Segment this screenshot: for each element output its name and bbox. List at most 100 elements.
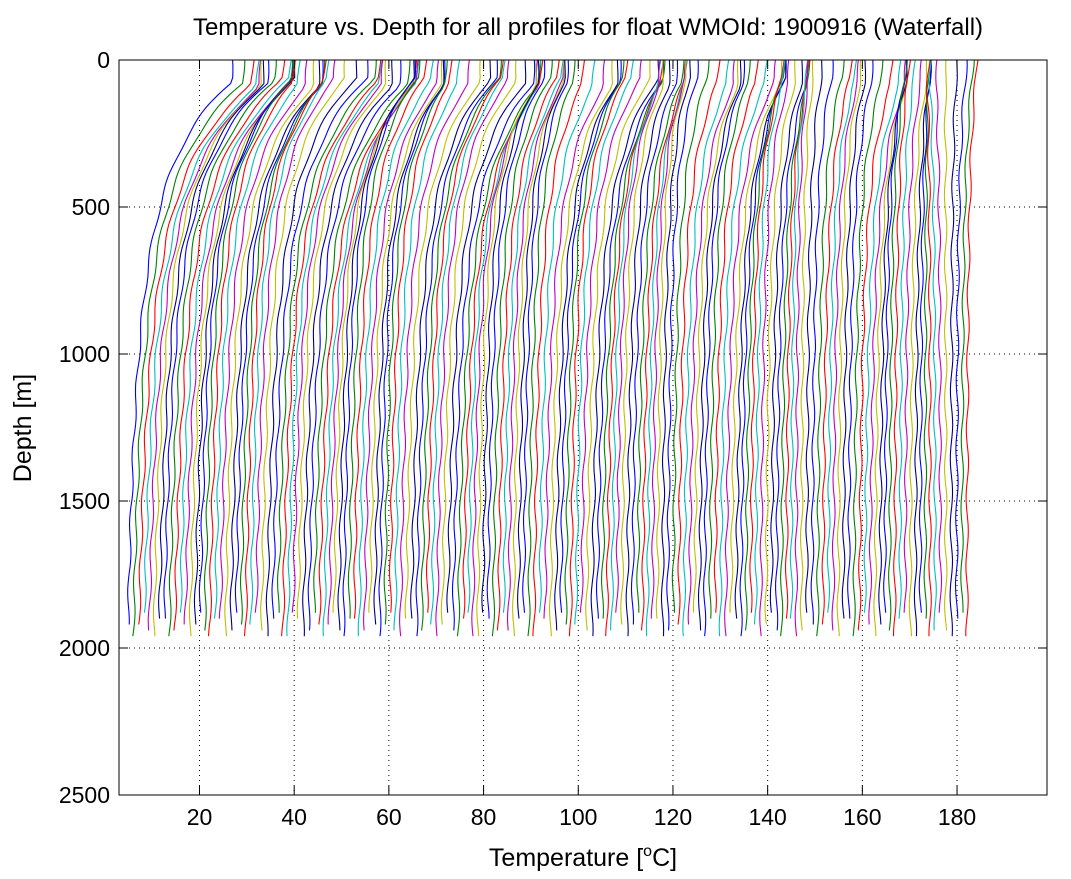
profile-line-152 — [908, 59, 928, 637]
y-tick-label-3: 1500 — [59, 488, 110, 514]
profile-line-67 — [471, 59, 539, 637]
profile-line-38 — [322, 59, 420, 637]
profile-line-162 — [960, 59, 975, 613]
profile-line-156 — [925, 59, 932, 637]
profile-line-79 — [532, 59, 586, 637]
profile-line-148 — [888, 59, 908, 631]
profile-line-62 — [446, 59, 527, 613]
profile-line-107 — [677, 59, 721, 625]
profile-line-111 — [697, 59, 742, 631]
profile-line-39 — [327, 59, 419, 625]
profile-line-104 — [660, 59, 691, 637]
profile-line-19 — [224, 59, 315, 637]
profile-line-151 — [903, 59, 922, 613]
profile-line-70 — [486, 59, 546, 619]
profile-line-52 — [393, 59, 461, 631]
profile-line-24 — [249, 59, 330, 625]
profile-line-85 — [564, 59, 625, 625]
profile-line-96 — [620, 59, 664, 625]
profile-line-60 — [435, 59, 510, 637]
profile-line-118 — [734, 59, 787, 619]
profile-line-3 — [143, 59, 260, 613]
profile-line-55 — [410, 59, 492, 619]
profile-line-66 — [467, 59, 542, 613]
profile-line-77 — [522, 59, 569, 613]
profile-line-102 — [650, 59, 687, 619]
profile-line-73 — [502, 59, 564, 613]
y-tick-label-1: 500 — [72, 194, 110, 220]
profile-line-4 — [147, 59, 262, 631]
profile-line-113 — [708, 59, 751, 619]
profile-line-115 — [718, 59, 768, 637]
profile-line-157 — [928, 59, 937, 631]
profile-line-6 — [158, 59, 265, 619]
profile-line-49 — [378, 59, 446, 637]
profile-line-68 — [476, 59, 538, 637]
profile-line-142 — [857, 59, 894, 631]
profile-line-124 — [764, 59, 796, 625]
profile-line-136 — [826, 59, 858, 613]
profile-line-82 — [548, 59, 613, 637]
profile-line-57 — [420, 59, 502, 631]
axis-ticks — [119, 59, 1047, 796]
profile-line-88 — [579, 59, 642, 613]
profile-line-21 — [234, 59, 324, 613]
profile-line-43 — [347, 59, 421, 619]
profile-line-106 — [671, 59, 710, 613]
x-axis-label-main: Temperature [ — [489, 844, 643, 872]
profile-line-31 — [286, 59, 383, 637]
profile-line-42 — [342, 59, 417, 637]
profile-line-135 — [821, 59, 853, 625]
profile-line-44 — [353, 59, 428, 619]
profile-line-65 — [462, 59, 544, 619]
profile-line-160 — [949, 59, 958, 637]
profile-line-74 — [506, 59, 565, 631]
profile-line-130 — [794, 59, 809, 637]
profile-line-1 — [132, 59, 246, 637]
x-tick-label-2: 60 — [376, 804, 402, 830]
profile-line-98 — [630, 59, 679, 625]
profile-line-120 — [744, 59, 786, 631]
profile-line-37 — [318, 59, 418, 625]
profile-line-61 — [440, 59, 517, 625]
profile-line-127 — [780, 59, 811, 637]
profile-line-143 — [863, 59, 902, 613]
profile-line-112 — [703, 59, 746, 637]
profile-line-34 — [302, 59, 393, 637]
profile-line-147 — [883, 59, 907, 613]
profile-line-40 — [332, 59, 416, 613]
x-axis-tick-labels: 20 40 60 80 100 120 140 160 180 — [187, 804, 977, 830]
x-tick-label-6: 140 — [748, 804, 786, 830]
chart-title: Temperature vs. Depth for all profiles f… — [193, 14, 983, 41]
profile-line-97 — [625, 59, 671, 637]
profile-line-35 — [307, 59, 402, 631]
y-tick-label-2: 1000 — [59, 341, 110, 367]
profile-line-0 — [127, 59, 234, 625]
profile-line-33 — [296, 59, 387, 619]
profile-line-9 — [173, 59, 286, 631]
profile-line-108 — [682, 59, 730, 637]
profile-line-2 — [138, 59, 255, 625]
profile-line-126 — [775, 59, 809, 631]
y-tick-label-0: 0 — [97, 47, 110, 73]
profile-line-121 — [749, 59, 785, 613]
profile-line-71 — [491, 59, 553, 637]
profile-line-91 — [595, 59, 665, 619]
x-tick-label-3: 80 — [471, 804, 497, 830]
profile-line-48 — [373, 59, 445, 625]
profile-line-117 — [729, 59, 783, 613]
profile-line-84 — [559, 59, 622, 613]
profile-line-75 — [512, 59, 565, 637]
profile-line-8 — [168, 59, 277, 637]
profile-line-32 — [291, 59, 384, 613]
profile-line-144 — [868, 59, 906, 625]
profile-line-81 — [543, 59, 606, 619]
profile-line-92 — [601, 59, 666, 619]
profile-line-64 — [456, 59, 542, 637]
profile-line-146 — [878, 59, 908, 625]
profile-line-163 — [965, 59, 979, 637]
profile-line-13 — [193, 59, 295, 625]
profile-line-138 — [836, 59, 862, 637]
profile-line-5 — [152, 59, 262, 637]
profile-line-153 — [913, 59, 932, 637]
